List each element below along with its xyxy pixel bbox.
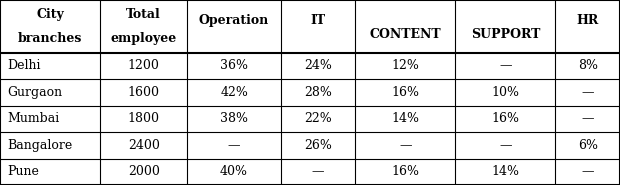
Text: 1200: 1200	[128, 59, 159, 73]
Text: 40%: 40%	[220, 165, 248, 178]
Text: 2000: 2000	[128, 165, 159, 178]
Text: Operation: Operation	[199, 14, 269, 26]
Text: branches: branches	[18, 32, 82, 45]
Text: Total: Total	[126, 8, 161, 21]
Text: Mumbai: Mumbai	[7, 112, 60, 125]
Text: 1600: 1600	[128, 86, 160, 99]
Text: 12%: 12%	[391, 59, 419, 73]
Text: 2400: 2400	[128, 139, 159, 152]
Text: Gurgaon: Gurgaon	[7, 86, 63, 99]
Text: 10%: 10%	[492, 86, 520, 99]
Text: employee: employee	[110, 32, 177, 45]
Text: 8%: 8%	[578, 59, 598, 73]
Text: CONTENT: CONTENT	[370, 28, 441, 41]
Text: 1800: 1800	[128, 112, 160, 125]
Text: 24%: 24%	[304, 59, 332, 73]
Text: HR: HR	[577, 14, 599, 26]
Text: 36%: 36%	[220, 59, 248, 73]
Text: City: City	[36, 8, 64, 21]
Text: SUPPORT: SUPPORT	[471, 28, 540, 41]
Text: —: —	[582, 165, 594, 178]
Text: 14%: 14%	[492, 165, 520, 178]
Text: 16%: 16%	[492, 112, 520, 125]
Text: 16%: 16%	[391, 165, 419, 178]
Text: —: —	[499, 139, 511, 152]
Text: Bangalore: Bangalore	[7, 139, 73, 152]
Text: 26%: 26%	[304, 139, 332, 152]
Text: —: —	[582, 86, 594, 99]
Text: 42%: 42%	[220, 86, 248, 99]
Text: —: —	[499, 59, 511, 73]
Text: —: —	[228, 139, 241, 152]
Text: 14%: 14%	[391, 112, 419, 125]
Text: 22%: 22%	[304, 112, 332, 125]
Text: 6%: 6%	[578, 139, 598, 152]
Text: Pune: Pune	[7, 165, 39, 178]
Text: —: —	[399, 139, 412, 152]
Text: 16%: 16%	[391, 86, 419, 99]
Text: —: —	[312, 165, 324, 178]
Text: —: —	[582, 112, 594, 125]
Text: 28%: 28%	[304, 86, 332, 99]
Text: 38%: 38%	[220, 112, 248, 125]
Text: Delhi: Delhi	[7, 59, 41, 73]
Text: IT: IT	[311, 14, 326, 26]
